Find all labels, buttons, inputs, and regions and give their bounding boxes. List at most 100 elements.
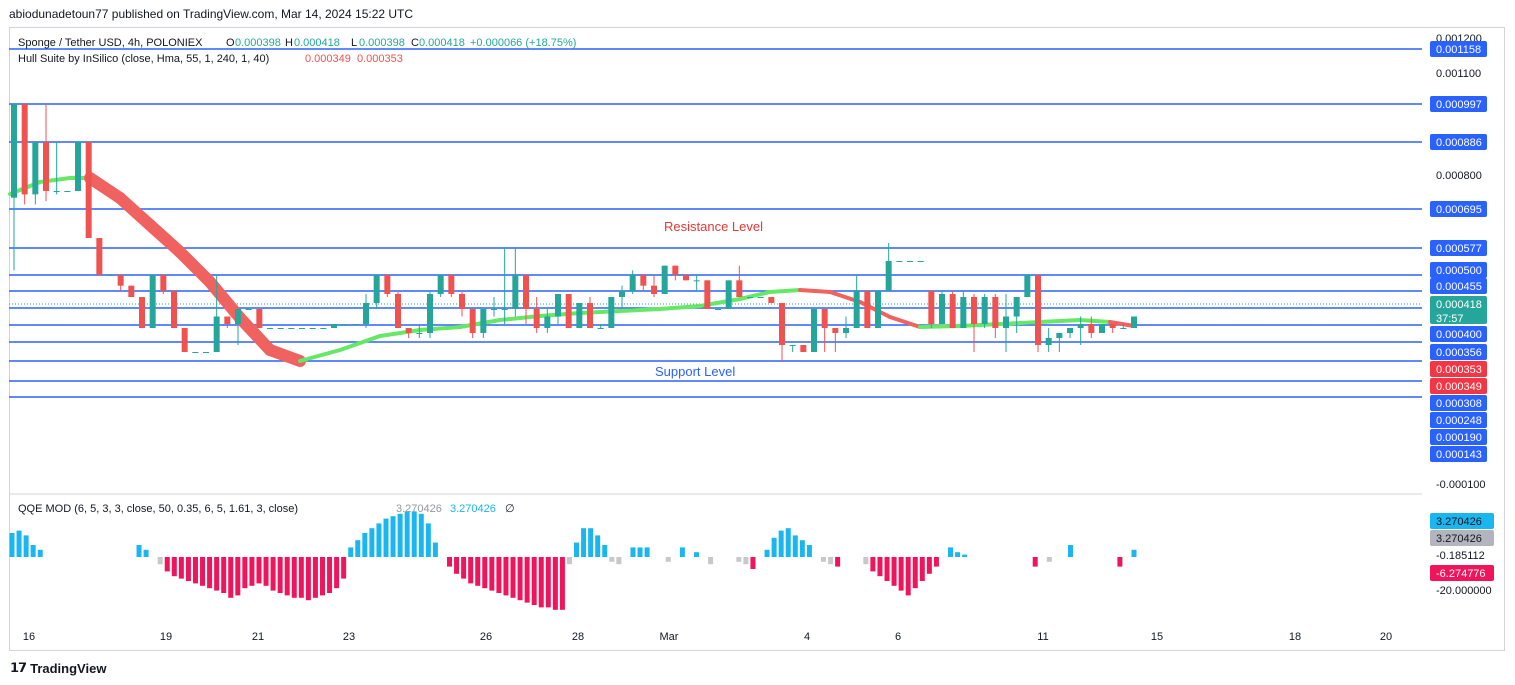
candle[interactable]: [928, 291, 935, 328]
candle[interactable]: [331, 324, 337, 328]
candle[interactable]: [96, 238, 103, 275]
candle[interactable]: [1013, 297, 1020, 333]
candle[interactable]: [203, 352, 209, 353]
candle[interactable]: [629, 270, 636, 294]
candle[interactable]: [1099, 324, 1105, 333]
candle[interactable]: [1045, 328, 1052, 352]
candle[interactable]: [416, 324, 423, 338]
candle[interactable]: [821, 309, 828, 352]
candle[interactable]: [939, 291, 945, 324]
candle[interactable]: [565, 294, 572, 328]
candle[interactable]: [704, 280, 711, 309]
candle[interactable]: [139, 297, 145, 328]
candle[interactable]: [608, 297, 615, 328]
candle[interactable]: [885, 243, 892, 291]
candle[interactable]: [309, 328, 316, 329]
candle[interactable]: [1088, 316, 1095, 339]
candle[interactable]: [373, 275, 380, 309]
candle[interactable]: [523, 275, 529, 324]
candle[interactable]: [384, 275, 391, 297]
candle[interactable]: [693, 275, 700, 291]
candle[interactable]: [651, 275, 657, 297]
candle[interactable]: [235, 309, 241, 345]
candle[interactable]: [576, 303, 583, 328]
candle[interactable]: [85, 142, 92, 238]
candle[interactable]: [789, 345, 796, 352]
candle[interactable]: [11, 104, 17, 271]
candle[interactable]: [245, 309, 252, 310]
candle[interactable]: [213, 275, 220, 352]
candle[interactable]: [267, 328, 273, 329]
candle[interactable]: [32, 142, 39, 205]
candle[interactable]: [192, 352, 199, 353]
candle[interactable]: [661, 265, 668, 294]
candle[interactable]: [1109, 324, 1116, 333]
candle[interactable]: [75, 142, 81, 191]
candle[interactable]: [405, 328, 412, 338]
candle[interactable]: [747, 297, 753, 298]
candle[interactable]: [736, 265, 743, 297]
candle[interactable]: [43, 104, 49, 202]
candle[interactable]: [1024, 275, 1031, 297]
candle[interactable]: [149, 275, 156, 328]
candle[interactable]: [181, 328, 188, 352]
candle[interactable]: [427, 291, 433, 338]
candle[interactable]: [949, 291, 956, 328]
candle[interactable]: [1003, 294, 1009, 352]
candle[interactable]: [459, 291, 465, 317]
candle[interactable]: [757, 297, 764, 298]
candle[interactable]: [555, 294, 561, 324]
candle[interactable]: [800, 345, 807, 352]
candle[interactable]: [107, 275, 113, 276]
chart-frame[interactable]: [9, 27, 1505, 651]
candle[interactable]: [907, 261, 913, 262]
candle[interactable]: [1131, 316, 1137, 329]
candle[interactable]: [672, 265, 679, 281]
candle[interactable]: [512, 248, 519, 317]
candle[interactable]: [587, 297, 593, 328]
candle[interactable]: [288, 328, 295, 329]
candle[interactable]: [448, 275, 455, 297]
candle[interactable]: [768, 297, 775, 303]
candle[interactable]: [725, 280, 732, 309]
candle[interactable]: [21, 104, 28, 205]
candle[interactable]: [811, 309, 817, 352]
candle[interactable]: [1077, 316, 1084, 346]
candle[interactable]: [971, 294, 977, 352]
candle[interactable]: [1067, 328, 1073, 338]
candle[interactable]: [843, 316, 849, 339]
candle[interactable]: [864, 291, 871, 328]
candle[interactable]: [1120, 324, 1127, 329]
candle[interactable]: [117, 275, 124, 291]
candle[interactable]: [320, 328, 327, 329]
candle[interactable]: [619, 285, 625, 309]
candle[interactable]: [395, 291, 401, 328]
candle[interactable]: [53, 142, 60, 195]
candle[interactable]: [491, 297, 497, 317]
candle[interactable]: [299, 328, 305, 329]
candle[interactable]: [437, 275, 444, 297]
candle[interactable]: [64, 191, 71, 192]
candle[interactable]: [469, 309, 476, 338]
candle[interactable]: [544, 309, 551, 333]
candle[interactable]: [832, 328, 839, 352]
candle[interactable]: [917, 261, 924, 262]
candle[interactable]: [779, 303, 785, 362]
candle[interactable]: [597, 324, 604, 329]
candle[interactable]: [256, 309, 263, 328]
candle[interactable]: [1035, 275, 1041, 352]
candle[interactable]: [715, 309, 721, 310]
candle[interactable]: [640, 275, 647, 291]
candle[interactable]: [992, 294, 999, 338]
candle[interactable]: [853, 275, 860, 328]
candle[interactable]: [352, 324, 359, 325]
candle[interactable]: [160, 275, 167, 294]
candle[interactable]: [875, 291, 881, 328]
candle[interactable]: [533, 297, 540, 333]
candle[interactable]: [981, 294, 988, 328]
candle[interactable]: [341, 324, 348, 325]
candle[interactable]: [896, 261, 903, 262]
candle[interactable]: [363, 294, 369, 328]
candle[interactable]: [171, 291, 177, 328]
candle[interactable]: [960, 291, 967, 328]
